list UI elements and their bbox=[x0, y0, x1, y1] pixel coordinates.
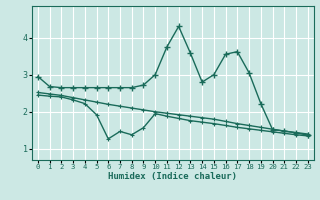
X-axis label: Humidex (Indice chaleur): Humidex (Indice chaleur) bbox=[108, 172, 237, 181]
